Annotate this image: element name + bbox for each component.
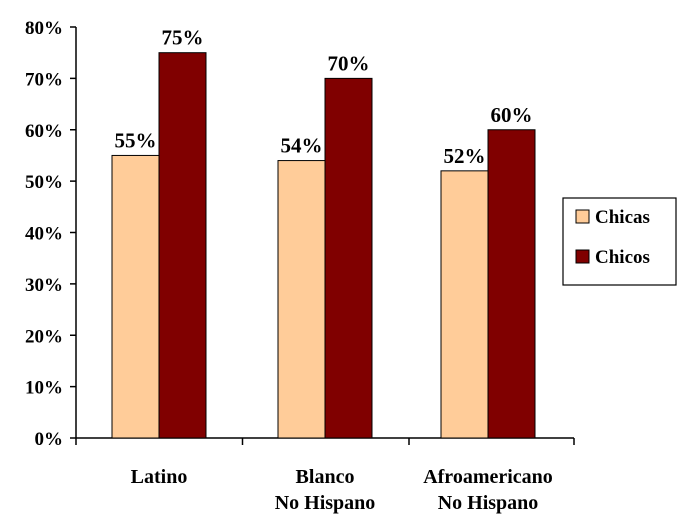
y-tick-label: 30%: [25, 275, 63, 296]
bars: [111, 52, 536, 439]
y-tick-label: 20%: [25, 326, 63, 347]
x-axis: Latino Blanco No Hispano Afroamericano No Hi…: [75, 437, 575, 514]
legend-swatch: [575, 209, 590, 224]
legend: Chicas Chicos: [562, 197, 677, 286]
y-tick-label: 60%: [25, 121, 63, 142]
y-tick-label: 0%: [35, 429, 64, 450]
data-label: 52%: [444, 144, 486, 168]
legend-label: Chicos: [595, 247, 650, 268]
bar-chicos: [324, 77, 373, 439]
y-tick-label: 70%: [25, 69, 63, 90]
y-tick-label: 80%: [25, 18, 63, 39]
bar-chicas: [277, 160, 326, 439]
data-label: 60%: [491, 103, 533, 127]
bar-chicos: [487, 129, 536, 439]
data-label: 75%: [162, 26, 204, 50]
data-label: 55%: [115, 128, 157, 152]
bar-chicas: [440, 170, 489, 439]
y-tick-label: 50%: [25, 172, 63, 193]
legend-label: Chicas: [595, 207, 650, 228]
data-label: 54%: [281, 134, 323, 158]
bar-chicos: [158, 52, 207, 439]
data-labels: 55% 54% 52% 75% 70% 60%: [115, 26, 533, 168]
legend-swatch: [575, 249, 590, 264]
x-tick-label: Blanco No Hispano: [275, 466, 376, 514]
y-tick-label: 40%: [25, 224, 63, 245]
x-tick-label: Afroamericano No Hispano: [423, 466, 553, 514]
x-tick-label: Latino: [131, 466, 188, 488]
data-label: 70%: [328, 51, 370, 75]
y-tick-label: 10%: [25, 378, 63, 399]
bar-chicas: [111, 154, 160, 439]
y-axis: 0% 10% 20% 30% 40% 50% 60% 70% 80%: [25, 18, 77, 450]
